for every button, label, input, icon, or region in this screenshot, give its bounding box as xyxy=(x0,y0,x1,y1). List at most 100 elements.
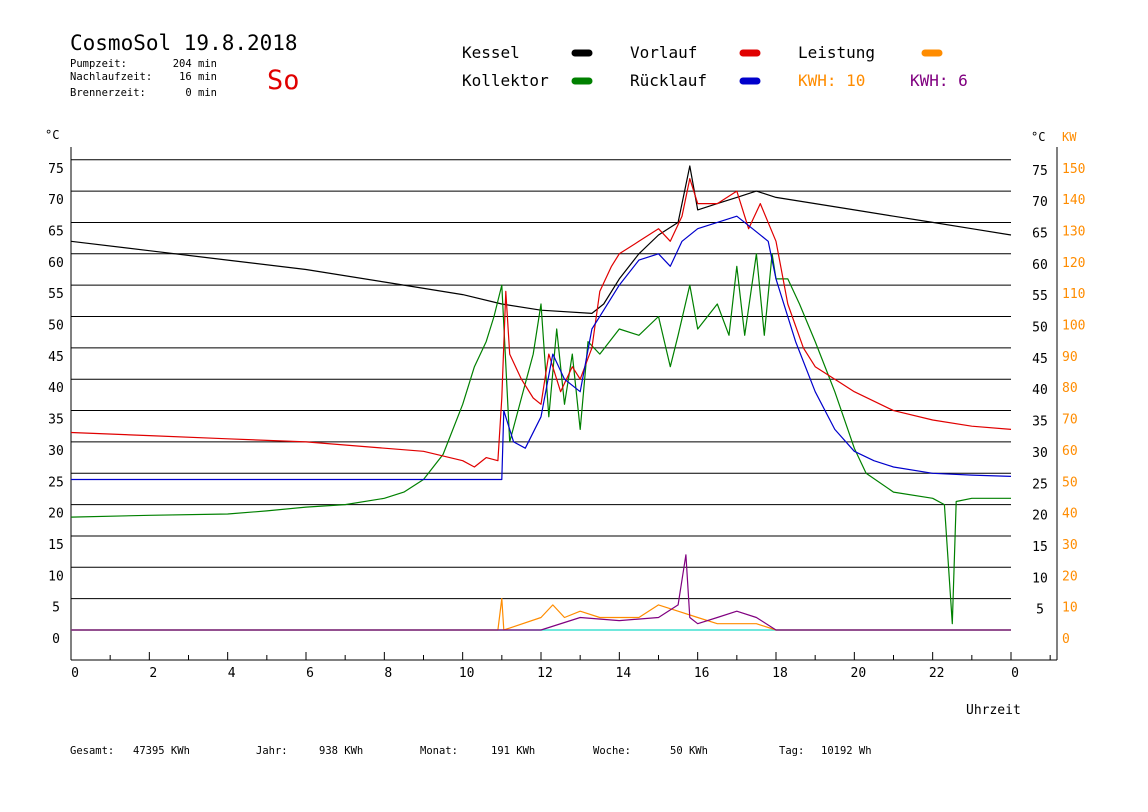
legend-ruecklauf-label: Rücklauf xyxy=(630,71,707,90)
y-tick-label-left: 45 xyxy=(48,350,64,365)
y-tick-label-right-c: 30 xyxy=(1032,446,1048,461)
y-tick-label-right-kw: 140 xyxy=(1062,193,1085,208)
y-axis-label-right-c: °C xyxy=(1031,130,1045,144)
y-tick-label-right-c: 10 xyxy=(1032,571,1048,586)
y-tick-label-right-c: 70 xyxy=(1032,195,1048,210)
y-tick-label-left: 15 xyxy=(48,538,64,553)
footer-monat-label: Monat: xyxy=(420,745,458,757)
y-tick-label-left: 50 xyxy=(48,319,64,334)
y-tick-label-right-kw: 60 xyxy=(1062,444,1078,459)
footer-gesamt-label: Gesamt: xyxy=(70,745,114,757)
y-tick-label-right-kw: 130 xyxy=(1062,224,1085,239)
y-tick-label-left: 55 xyxy=(48,287,64,302)
series-line-kessel xyxy=(70,165,1012,314)
x-tick-label: 16 xyxy=(694,666,710,681)
series-line-kwh2 xyxy=(71,554,1011,631)
y-tick-label-right-c: 20 xyxy=(1032,509,1048,524)
legend-kwh1-label: KWH: 10 xyxy=(798,71,865,90)
legend-kessel-label: Kessel xyxy=(462,43,520,62)
y-tick-label-right-c: 65 xyxy=(1032,226,1048,241)
y-tick-label-right-kw: 70 xyxy=(1062,413,1078,428)
footer-woche-value: 50 KWh xyxy=(670,745,708,757)
afterrun-value: 16 min xyxy=(179,71,217,83)
y-tick-label-right-c: 5 xyxy=(1036,603,1044,618)
x-tick-label: 18 xyxy=(772,666,788,681)
series-line-leistung xyxy=(71,597,1011,631)
afterrun-label: Nachlaufzeit: xyxy=(70,71,152,83)
y-tick-label-right-c: 25 xyxy=(1032,477,1048,492)
series-line-kollektor xyxy=(70,253,1011,625)
y-tick-label-right-c: 40 xyxy=(1032,383,1048,398)
x-tick-label: 12 xyxy=(537,666,553,681)
x-tick-label: 22 xyxy=(929,666,945,681)
y-tick-label-left: 40 xyxy=(48,381,64,396)
y-axis-label-left: °C xyxy=(45,128,59,142)
x-tick-label: 0 xyxy=(1011,666,1019,681)
footer-monat-value: 191 KWh xyxy=(491,745,535,757)
y-tick-label-right-kw: 0 xyxy=(1062,632,1070,647)
y-tick-label-left: 75 xyxy=(48,162,64,177)
legend-kwh2-label: KWH: 6 xyxy=(910,71,968,90)
x-tick-label: 8 xyxy=(384,666,392,681)
x-tick-label: 10 xyxy=(459,666,475,681)
y-tick-label-left: 60 xyxy=(48,256,64,271)
y-tick-label-right-kw: 90 xyxy=(1062,350,1078,365)
y-tick-label-right-kw: 100 xyxy=(1062,319,1085,334)
pump-label: Pumpzeit: xyxy=(70,58,127,70)
x-tick-label: 2 xyxy=(149,666,157,681)
y-tick-label-left: 65 xyxy=(48,224,64,239)
y-tick-label-left: 0 xyxy=(52,632,60,647)
y-tick-label-right-c: 35 xyxy=(1032,415,1048,430)
series-line-vorlauf xyxy=(70,178,1012,468)
y-tick-label-left: 5 xyxy=(52,601,60,616)
series-line-ruecklauf xyxy=(71,215,1012,481)
tick-labels: 0 2 4 6 8 10 12 14 16 18 20 22 005101520253035404550… xyxy=(48,162,1085,681)
y-tick-label-left: 25 xyxy=(48,475,64,490)
legend-kollektor-label: Kollektor xyxy=(462,71,549,90)
legend-vorlauf-label: Vorlauf xyxy=(630,43,697,62)
grid-lines xyxy=(71,159,1011,600)
y-tick-label-right-c: 45 xyxy=(1032,352,1048,367)
y-tick-label-right-c: 15 xyxy=(1032,540,1048,555)
y-axis-label-right-kw: KW xyxy=(1062,130,1077,144)
y-tick-label-right-c: 75 xyxy=(1032,164,1048,179)
x-axis-label: Uhrzeit xyxy=(966,703,1021,718)
x-tick-label: 4 xyxy=(228,666,236,681)
y-tick-label-right-kw: 10 xyxy=(1062,601,1078,616)
footer-jahr-label: Jahr: xyxy=(256,745,288,757)
axes xyxy=(70,147,1058,661)
y-tick-label-right-kw: 120 xyxy=(1062,256,1085,271)
footer-tag-value: 10192 Wh xyxy=(821,745,872,757)
burner-value: 0 min xyxy=(185,87,217,99)
x-tick-label: 20 xyxy=(851,666,867,681)
footer-tag-label: Tag: xyxy=(779,745,804,757)
y-tick-label-left: 70 xyxy=(48,193,64,208)
x-tick-label: 14 xyxy=(616,666,632,681)
y-tick-label-right-kw: 110 xyxy=(1062,287,1085,302)
legend-leistung-label: Leistung xyxy=(798,43,875,62)
y-tick-label-right-kw: 20 xyxy=(1062,569,1078,584)
y-tick-label-right-kw: 150 xyxy=(1062,162,1085,177)
x-tick-label: 0 xyxy=(71,666,79,681)
y-tick-label-right-c: 60 xyxy=(1032,258,1048,273)
y-tick-label-left: 30 xyxy=(48,444,64,459)
burner-label: Brennerzeit: xyxy=(70,87,146,99)
y-tick-label-right-kw: 30 xyxy=(1062,538,1078,553)
y-tick-label-left: 10 xyxy=(48,569,64,584)
y-tick-label-right-kw: 80 xyxy=(1062,381,1078,396)
y-tick-label-right-kw: 40 xyxy=(1062,507,1078,522)
pump-value: 204 min xyxy=(173,58,217,70)
footer-jahr-value: 938 KWh xyxy=(319,745,363,757)
y-tick-label-right-kw: 50 xyxy=(1062,475,1078,490)
y-tick-label-right-c: 50 xyxy=(1032,321,1048,336)
y-tick-label-right-c: 55 xyxy=(1032,289,1048,304)
y-tick-label-left: 35 xyxy=(48,413,64,428)
footer-gesamt-value: 47395 KWh xyxy=(133,745,190,757)
page-title: CosmoSol 19.8.2018 xyxy=(70,31,298,55)
footer-woche-label: Woche: xyxy=(593,745,631,757)
series-layer xyxy=(70,165,1012,631)
y-tick-label-left: 20 xyxy=(48,507,64,522)
x-tick-label: 6 xyxy=(306,666,314,681)
